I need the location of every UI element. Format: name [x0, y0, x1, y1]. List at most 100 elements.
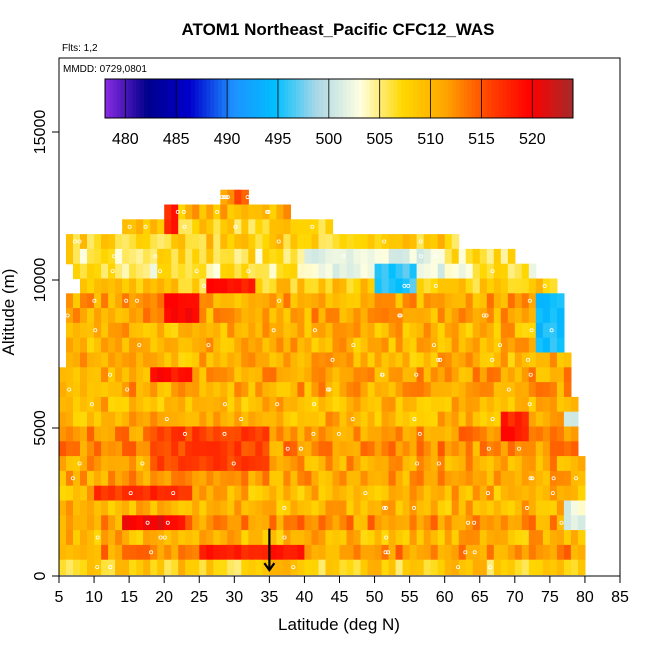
heatmap-cell — [220, 426, 228, 442]
heatmap-cell — [430, 530, 439, 546]
heatmap-cell — [367, 293, 376, 309]
heatmap-cell — [122, 308, 130, 324]
heatmap-cell — [248, 441, 256, 457]
heatmap-cell — [122, 248, 130, 265]
heatmap-cell — [297, 322, 305, 339]
heatmap-cell — [213, 426, 221, 442]
colorbar-segment — [342, 79, 348, 118]
sample-point-marker — [215, 209, 220, 214]
heatmap-cell — [353, 426, 362, 442]
heatmap-cell — [269, 485, 277, 502]
heatmap-cell — [444, 441, 453, 457]
heatmap-cell — [290, 308, 298, 324]
heatmap-cell — [199, 308, 207, 324]
heatmap-cell — [80, 470, 88, 487]
heatmap-cell — [528, 308, 537, 324]
heatmap-cell — [269, 559, 277, 576]
heatmap-cell — [437, 544, 446, 561]
heatmap-cell — [367, 544, 376, 561]
sample-point-marker — [438, 357, 443, 362]
heatmap-cell — [514, 337, 523, 354]
heatmap-cell — [262, 544, 270, 561]
heatmap-cell — [423, 426, 432, 442]
heatmap-cell — [241, 337, 249, 354]
heatmap-cell — [514, 367, 523, 383]
heatmap-cell — [304, 470, 312, 487]
heatmap-cell — [402, 263, 411, 280]
heatmap-cell — [570, 441, 579, 457]
heatmap-cell — [437, 426, 446, 442]
heatmap-cell — [248, 559, 256, 576]
heatmap-cell — [220, 470, 228, 487]
sample-point-marker — [277, 298, 282, 303]
sample-point-marker — [411, 505, 416, 510]
x-tick-label: 20 — [155, 589, 173, 606]
heatmap-cell — [304, 219, 312, 235]
heatmap-cell — [248, 530, 256, 546]
heatmap-cell — [395, 308, 404, 324]
heatmap-cell — [472, 337, 481, 354]
sample-point-marker — [206, 343, 211, 348]
heatmap-cell — [374, 441, 383, 457]
heatmap-cell — [66, 441, 74, 457]
sample-point-marker — [128, 491, 133, 496]
colorbar-segment — [432, 79, 437, 118]
heatmap-cell — [472, 411, 481, 428]
heatmap-cell — [304, 234, 312, 250]
heatmap-cell — [59, 456, 67, 472]
heatmap-cell — [395, 382, 404, 398]
heatmap-cell — [451, 367, 460, 383]
heatmap-cell — [297, 352, 305, 368]
heatmap-cell — [528, 352, 537, 368]
sample-point-marker — [490, 357, 495, 362]
heatmap-cell — [248, 248, 256, 265]
sample-point-marker — [436, 461, 441, 466]
colorbar-segment — [288, 79, 293, 118]
colorbar-segment — [128, 79, 133, 118]
heatmap-cell — [73, 248, 81, 265]
heatmap-cell — [241, 322, 249, 339]
heatmap-cell — [332, 337, 341, 354]
heatmap-cell — [395, 426, 404, 442]
heatmap-cell — [311, 485, 320, 502]
sample-point-marker — [336, 431, 341, 436]
heatmap-cell — [220, 263, 228, 280]
heatmap-cell — [437, 456, 446, 472]
heatmap-cell — [416, 263, 425, 280]
heatmap-cell — [199, 456, 207, 472]
heatmap-cell — [108, 456, 116, 472]
heatmap-cell — [297, 337, 305, 354]
heatmap-cell — [416, 426, 425, 442]
heatmap-cell — [220, 293, 228, 309]
heatmap-cell — [304, 500, 312, 516]
heatmap-cell — [227, 530, 235, 546]
heatmap-cell — [395, 396, 404, 413]
heatmap-cell — [297, 515, 305, 531]
heatmap-cell — [549, 308, 558, 324]
heatmap-cell — [465, 248, 474, 265]
heatmap-cell — [192, 219, 200, 235]
heatmap-cell — [304, 263, 312, 280]
heatmap-cell — [367, 396, 376, 413]
heatmap-cell — [423, 248, 432, 265]
heatmap-cell — [346, 234, 355, 250]
heatmap-cell — [129, 322, 137, 339]
heatmap-cell — [185, 204, 193, 220]
heatmap-cell — [150, 470, 158, 487]
heatmap-cell — [178, 234, 186, 250]
heatmap-cell — [535, 322, 544, 339]
heatmap-cell — [493, 367, 502, 383]
heatmap-cell — [507, 515, 516, 531]
heatmap-cell — [171, 293, 179, 309]
heatmap-cell — [241, 426, 249, 442]
heatmap-cell — [311, 293, 320, 309]
heatmap-cell — [122, 470, 130, 487]
heatmap-cell — [129, 219, 137, 235]
heatmap-cell — [283, 337, 291, 354]
heatmap-cell — [535, 382, 544, 398]
heatmap-cell — [150, 559, 158, 576]
heatmap-cell — [101, 234, 109, 250]
heatmap-cell — [353, 263, 362, 280]
heatmap-cell — [381, 337, 390, 354]
heatmap-cell — [542, 396, 551, 413]
